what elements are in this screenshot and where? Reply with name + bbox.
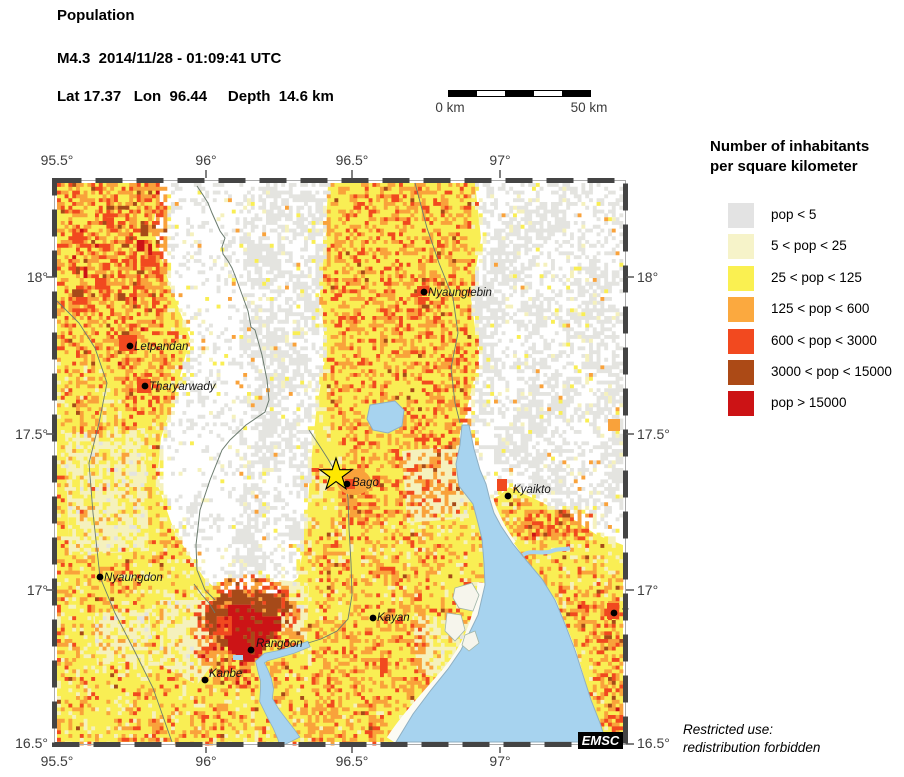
svg-text:Kyaikto: Kyaikto	[513, 484, 551, 496]
svg-text:Kanbe: Kanbe	[209, 668, 242, 680]
svg-text:Nyaunglebin: Nyaunglebin	[428, 287, 492, 299]
svg-text:Rangoon: Rangoon	[256, 638, 303, 650]
svg-text:Bago: Bago	[352, 477, 379, 489]
svg-text:Tharyarwady: Tharyarwady	[149, 381, 217, 393]
svg-text:Kayan: Kayan	[377, 612, 410, 624]
svg-text:Nyaungdon: Nyaungdon	[104, 572, 163, 584]
svg-text:Letpandan: Letpandan	[134, 341, 188, 353]
